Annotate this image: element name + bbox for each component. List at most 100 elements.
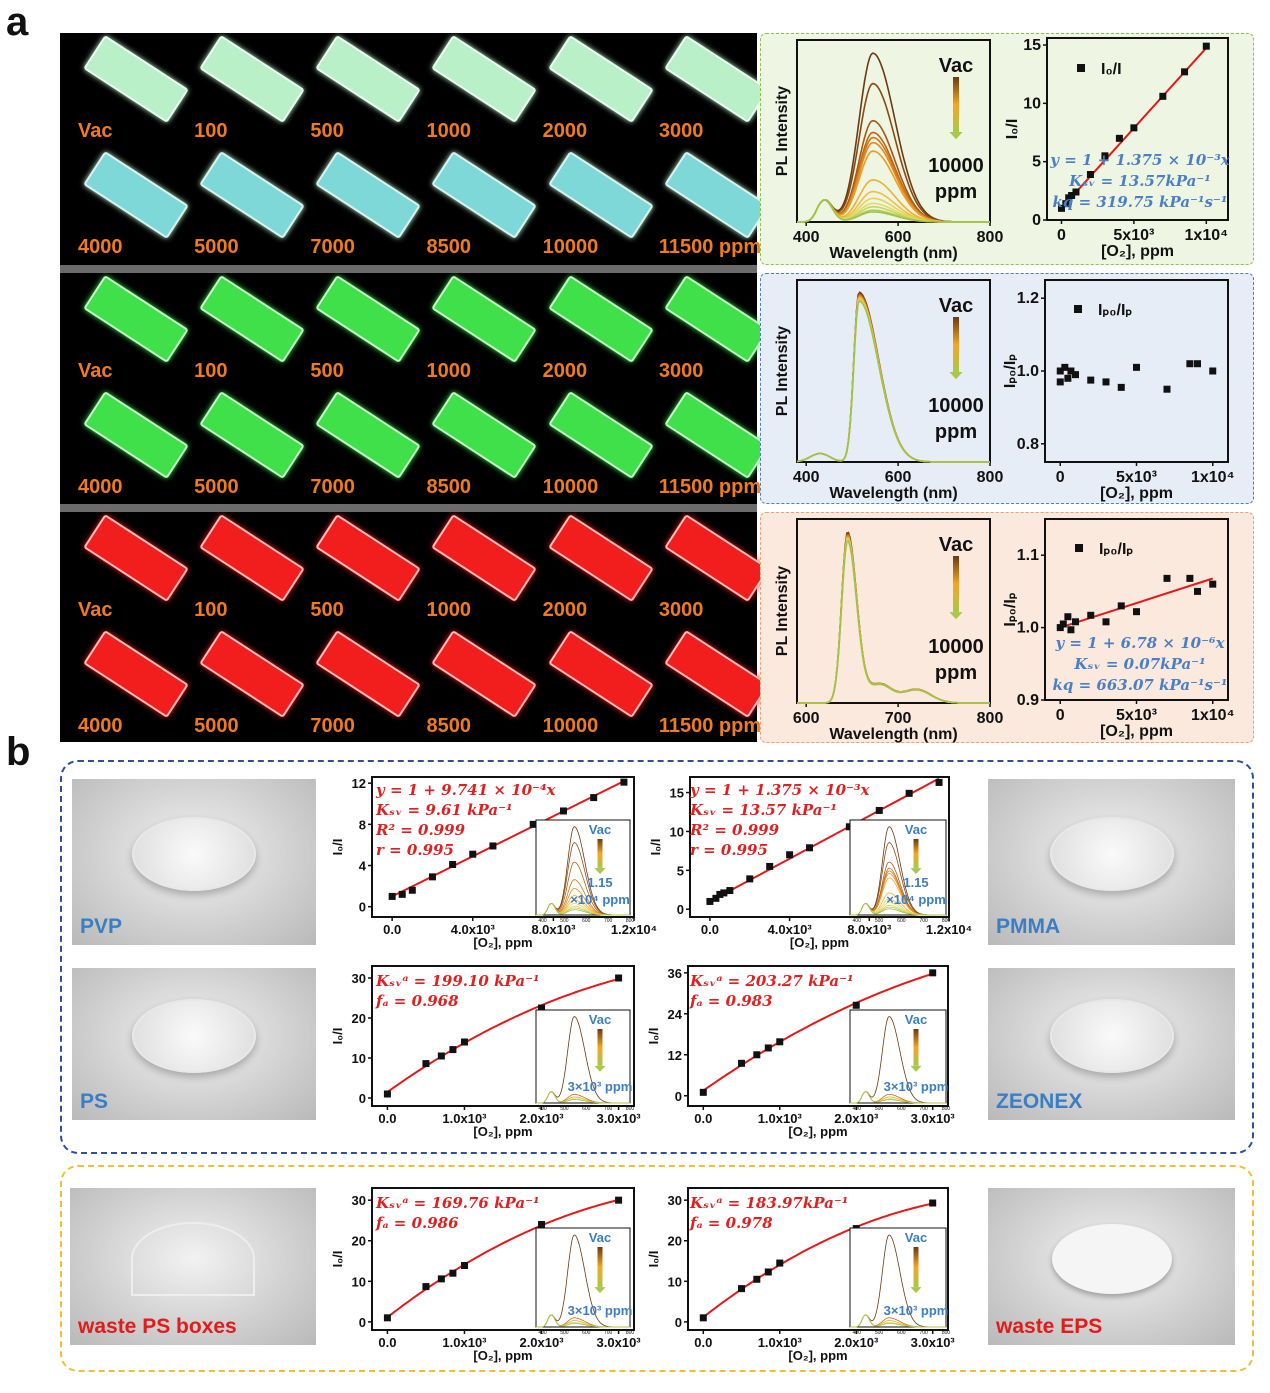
sample-cell: 11500 ppm xyxy=(641,628,770,744)
material-label: waste EPS xyxy=(996,1315,1103,1338)
plot-frame xyxy=(687,1187,949,1331)
data-point xyxy=(852,1001,860,1009)
inset-x-tick-label: 400 xyxy=(853,918,862,924)
oxygen-concentration-label: 8500 xyxy=(426,236,471,258)
y-tick-label: 0 xyxy=(359,1091,366,1106)
arrow-start-label: Vac xyxy=(939,295,973,317)
oxygen-concentration-label: 2000 xyxy=(542,360,588,382)
x-tick-label: 800 xyxy=(977,229,1004,246)
inset-x-tick-label: 800 xyxy=(942,918,951,924)
fit-equation-line: Kₛᵥᵃ = 203.27 kPa⁻¹ xyxy=(689,972,854,990)
gradient-arrow-icon xyxy=(597,1029,603,1066)
data-point xyxy=(929,969,937,977)
stern-volmer-chart: 0.0 4.0x10³ 8.0x10³ 1.2x10⁴ [O₂], ppm I₀/I 0 4 8… xyxy=(330,776,657,950)
gradient-arrow-icon xyxy=(597,839,603,869)
data-point xyxy=(469,850,477,858)
sample-cell: 3000 xyxy=(641,33,770,149)
arrow-start-label: Vac xyxy=(589,1230,611,1245)
data-point xyxy=(1159,92,1167,100)
sample-cell: Vac xyxy=(60,512,189,628)
y-tick-label: 1.2 xyxy=(1017,290,1039,307)
data-point xyxy=(1133,363,1140,371)
data-point xyxy=(428,873,436,881)
y-tick-label: 10 xyxy=(670,824,684,839)
y-tick-label: 20 xyxy=(352,1234,366,1249)
data-point xyxy=(1056,624,1064,632)
arrow-end-label: ×10⁴ ppm xyxy=(886,892,946,907)
x-tick-label: 1.0x10³ xyxy=(758,1335,803,1350)
oxygen-concentration-label: 11500 ppm xyxy=(658,476,762,498)
data-point xyxy=(738,1285,746,1293)
fit-equation-line: y = 1 + 1.375 × 10⁻³x xyxy=(1049,151,1231,169)
fit-equation-line: kq = 319.75 kPa⁻¹s⁻¹ xyxy=(1053,193,1228,211)
arrow-start-label: Vac xyxy=(589,1012,611,1027)
data-point xyxy=(776,1038,784,1046)
data-point xyxy=(1059,620,1067,628)
inset-x-tick-label: 600 xyxy=(897,1106,906,1112)
oxygen-concentration-label: 1000 xyxy=(426,120,471,142)
plot-frame xyxy=(1044,518,1229,701)
sample-cell: 3000 xyxy=(641,273,770,389)
data-point xyxy=(1194,360,1201,368)
oxygen-concentration-label: 7000 xyxy=(310,236,355,258)
data-point xyxy=(1087,376,1095,384)
x-axis-title: [O₂], ppm xyxy=(790,935,849,950)
data-point xyxy=(1101,152,1109,160)
data-point xyxy=(929,1199,937,1207)
sample-cell: 100 xyxy=(176,512,305,628)
legend-marker xyxy=(1077,64,1085,72)
data-point xyxy=(1209,580,1217,588)
x-axis-title: Wavelength (nm) xyxy=(829,245,957,262)
sample-cell: 10000 xyxy=(525,628,654,744)
sample-cell: 1000 xyxy=(408,273,538,389)
sample-cell: 4000 xyxy=(60,149,189,265)
data-point xyxy=(1194,587,1201,595)
sample-cell: 7000 xyxy=(292,628,422,744)
data-point xyxy=(620,778,628,786)
sample-cell: 4000 xyxy=(60,628,189,744)
x-tick-label: 700 xyxy=(885,710,912,727)
data-point xyxy=(786,851,794,859)
arrow-start-label: Vac xyxy=(905,1230,927,1245)
spectrum-line xyxy=(850,1091,946,1104)
y-tick-label: 0 xyxy=(359,900,366,915)
inset-x-tick-label: 600 xyxy=(897,918,906,924)
data-point xyxy=(746,875,754,883)
sample-cell: 2000 xyxy=(525,33,654,149)
y-tick-label: 0 xyxy=(677,902,684,917)
x-axis-title: [O₂], ppm xyxy=(788,1348,847,1363)
data-point xyxy=(764,1044,772,1052)
data-point xyxy=(1086,171,1094,178)
stern-volmer-chart: 0.0 1.0x10³ 2.0x10³ 3.0x10³ [O₂], ppm I₀/I 0 12… xyxy=(646,965,955,1139)
plot-frame xyxy=(535,1009,631,1104)
data-point xyxy=(449,1269,457,1277)
data-point xyxy=(753,1275,761,1283)
data-point xyxy=(1067,367,1075,375)
stern-volmer-chart: 0.0 1.0x10³ 2.0x10³ 3.0x10³ [O₂], ppm I₀/I 0 10… xyxy=(330,1187,641,1363)
petri-dish xyxy=(132,816,256,891)
x-tick-label: 0 xyxy=(1057,227,1066,244)
panel-a-letter: a xyxy=(6,0,29,44)
data-point xyxy=(1117,602,1125,610)
x-tick-label: 0 xyxy=(1056,469,1065,486)
y-axis-title: I₀/I xyxy=(646,1028,661,1045)
x-tick-label: 1.0x10³ xyxy=(442,1335,487,1350)
fit-equation-line: kq = 663.07 kPa⁻¹s⁻¹ xyxy=(1053,676,1228,694)
plot-frame xyxy=(849,1009,947,1104)
data-point xyxy=(1209,367,1217,375)
y-tick-label: 15 xyxy=(1023,37,1041,54)
petri-dish xyxy=(132,999,256,1074)
sample-cell: 7000 xyxy=(292,389,422,505)
sample-photo: PMMA xyxy=(988,779,1235,945)
data-point xyxy=(1087,611,1095,619)
data-point xyxy=(615,1196,623,1204)
y-axis-title: I₀/I xyxy=(330,839,345,856)
sample-row: Vac 100 500 1000 2000 3000 4000 5000 7000 8500 100… xyxy=(60,33,770,265)
y-tick-label: 0 xyxy=(359,1315,366,1330)
oxygen-concentration-label: 5000 xyxy=(194,236,239,258)
gradient-arrow-icon xyxy=(953,77,959,132)
data-point xyxy=(764,1268,772,1276)
sample-photo: PVP xyxy=(72,779,316,945)
sample-cell: 8500 xyxy=(408,149,538,265)
tadf-panel-box xyxy=(760,33,1254,265)
